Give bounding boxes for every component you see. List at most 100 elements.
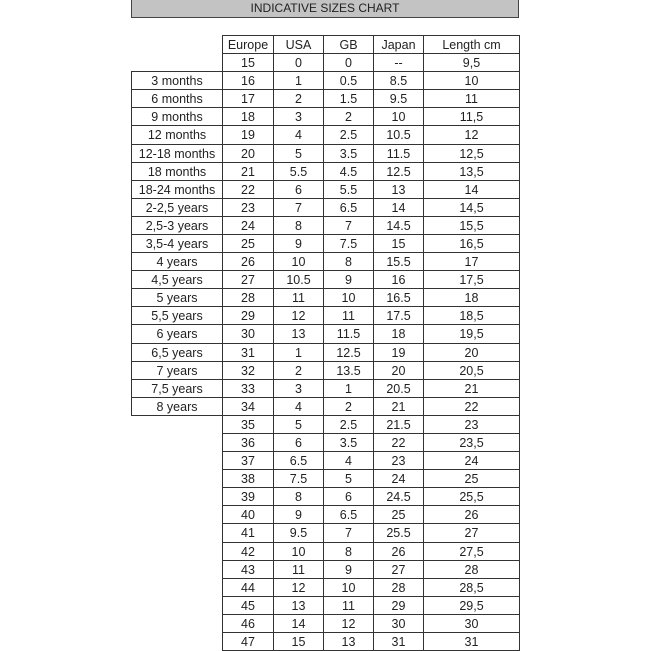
table-cell: 28 xyxy=(423,560,520,579)
table-cell: 6 xyxy=(323,487,374,506)
table-cell: 2 xyxy=(323,107,374,126)
table-cell: 11 xyxy=(323,596,374,615)
table-cell: 20 xyxy=(373,361,424,380)
age-label: 6 years xyxy=(131,324,223,344)
table-cell: 30 xyxy=(373,614,424,633)
age-label: 6 months xyxy=(131,89,223,108)
age-label: 4 years xyxy=(131,252,223,271)
table-cell: 26 xyxy=(423,505,520,524)
age-label: 2-2,5 years xyxy=(131,198,223,217)
table-cell: 25 xyxy=(222,234,274,253)
column-header: Europe xyxy=(222,35,274,54)
table-cell: 19,5 xyxy=(423,324,520,344)
table-cell: 5 xyxy=(273,415,324,434)
table-cell: 4 xyxy=(273,125,324,145)
table-cell: 1.5 xyxy=(323,89,374,108)
table-cell: 8 xyxy=(323,542,374,561)
table-cell: 2 xyxy=(273,361,324,380)
table-cell: 38 xyxy=(222,469,274,488)
age-label: 2,5-3 years xyxy=(131,216,223,235)
table-cell: 24 xyxy=(373,469,424,488)
table-cell: 34 xyxy=(222,397,274,416)
age-label: 18 months xyxy=(131,162,223,181)
table-cell: 15 xyxy=(273,632,324,651)
column-header: Japan xyxy=(373,35,424,54)
table-cell: 13.5 xyxy=(323,361,374,380)
table-cell: 3.5 xyxy=(323,144,374,163)
table-cell: 30 xyxy=(423,614,520,633)
table-cell: 26 xyxy=(222,252,274,271)
table-cell: 5.5 xyxy=(273,162,324,181)
table-cell: 0 xyxy=(323,53,374,72)
table-cell: 0 xyxy=(273,53,324,72)
age-label: 12-18 months xyxy=(131,144,223,163)
table-cell: 31 xyxy=(373,632,424,651)
table-cell: 4.5 xyxy=(323,162,374,181)
table-cell: 11.5 xyxy=(373,144,424,163)
table-cell: 4 xyxy=(273,397,324,416)
table-cell: 0.5 xyxy=(323,71,374,90)
table-cell: 15 xyxy=(373,234,424,253)
table-cell: 13 xyxy=(273,324,324,344)
table-cell: 13 xyxy=(373,180,424,199)
table-cell: 9 xyxy=(273,234,324,253)
table-cell: 6.5 xyxy=(323,505,374,524)
table-cell: 13 xyxy=(273,596,324,615)
table-cell: 45 xyxy=(222,596,274,615)
table-cell: 19 xyxy=(373,343,424,362)
table-cell: 7 xyxy=(273,198,324,217)
table-cell: 9 xyxy=(323,560,374,579)
table-cell: 19 xyxy=(222,125,274,145)
table-cell: 37 xyxy=(222,451,274,470)
table-cell: 9.5 xyxy=(273,523,324,543)
table-cell: 23,5 xyxy=(423,433,520,452)
table-cell: 5 xyxy=(273,144,324,163)
table-cell: 5 xyxy=(323,469,374,488)
table-cell: 12 xyxy=(323,614,374,633)
table-cell: 21.5 xyxy=(373,415,424,434)
table-cell: 9 xyxy=(273,505,324,524)
table-cell: 12.5 xyxy=(373,162,424,181)
table-cell: 22 xyxy=(423,397,520,416)
table-cell: 12 xyxy=(423,125,520,145)
table-cell: 21 xyxy=(373,397,424,416)
table-cell: 25 xyxy=(373,505,424,524)
table-cell: 26 xyxy=(373,542,424,561)
table-cell: 29 xyxy=(373,596,424,615)
age-label: 7,5 years xyxy=(131,379,223,398)
table-cell: 3.5 xyxy=(323,433,374,452)
table-cell: 25 xyxy=(423,469,520,488)
table-cell: 5.5 xyxy=(323,180,374,199)
table-cell: 7 xyxy=(323,216,374,235)
age-label: 3 months xyxy=(131,71,223,90)
table-cell: 7 xyxy=(323,523,374,543)
table-cell: 39 xyxy=(222,487,274,506)
table-cell: 23 xyxy=(423,415,520,434)
table-cell: 11.5 xyxy=(323,324,374,344)
table-cell: 10 xyxy=(373,107,424,126)
table-cell: 14,5 xyxy=(423,198,520,217)
table-cell: 11 xyxy=(323,306,374,325)
table-cell: 32 xyxy=(222,361,274,380)
table-cell: 17 xyxy=(423,252,520,271)
table-cell: 10.5 xyxy=(373,125,424,145)
table-cell: 17,5 xyxy=(423,270,520,289)
table-cell: 16 xyxy=(373,270,424,289)
table-cell: 47 xyxy=(222,632,274,651)
table-cell: 16 xyxy=(222,71,274,90)
age-label: 5 years xyxy=(131,288,223,307)
table-cell: 14 xyxy=(423,180,520,199)
table-cell: 8 xyxy=(323,252,374,271)
table-cell: 9,5 xyxy=(423,53,520,72)
table-cell: 1 xyxy=(323,379,374,398)
table-cell: 11 xyxy=(273,288,324,307)
table-cell: 7.5 xyxy=(323,234,374,253)
table-cell: 13,5 xyxy=(423,162,520,181)
table-cell: 10 xyxy=(273,542,324,561)
table-cell: 7.5 xyxy=(273,469,324,488)
table-cell: 1 xyxy=(273,71,324,90)
table-cell: 16,5 xyxy=(423,234,520,253)
table-cell: 31 xyxy=(222,343,274,362)
table-cell: 18 xyxy=(423,288,520,307)
table-cell: 24 xyxy=(423,451,520,470)
